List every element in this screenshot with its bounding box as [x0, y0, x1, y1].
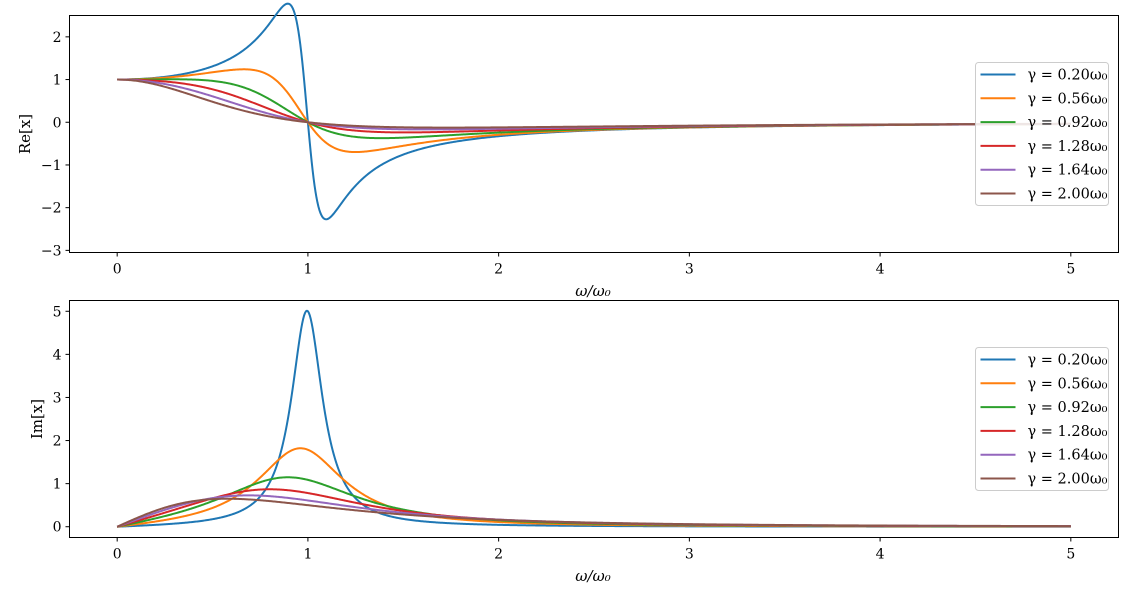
re-x-ytick-label: 0 — [53, 115, 62, 131]
re-x-ytick-label: −2 — [41, 201, 62, 217]
im-x-ytick-label: 5 — [53, 304, 62, 320]
im-x-xtick-label: 4 — [876, 547, 885, 563]
im-x-legend-label-3: γ = 0.92ω₀ — [1028, 400, 1108, 416]
re-x-legend: γ = 0.20ω₀ γ = 0.56ω₀ γ = 0.92ω₀ γ = 1.28ω₀… — [975, 62, 1109, 206]
re-x-legend-label-2: γ = 0.56ω₀ — [1028, 91, 1108, 107]
re-x-legend-label-3: γ = 0.92ω₀ — [1028, 115, 1108, 131]
re-x-series-lines — [117, 2, 1071, 221]
im-x-series-line-2 — [117, 447, 1071, 528]
re-x-series-line-6 — [117, 78, 1071, 129]
im-x-legend-label-1: γ = 0.20ω₀ — [1028, 353, 1108, 369]
re-x-legend-label-6: γ = 2.00ω₀ — [1028, 187, 1108, 203]
re-x-yticks: 2 1 0 −1 −2 −3 — [41, 30, 70, 259]
im-x-ytick-label: 3 — [53, 390, 62, 406]
im-x-ytick-label: 1 — [53, 477, 62, 493]
im-x-legend-label-2: γ = 0.56ω₀ — [1028, 376, 1108, 392]
im-x-series-line-1 — [117, 309, 1071, 528]
im-x-series-lines — [116, 309, 1071, 528]
im-x-xticks: 0 1 2 3 4 5 — [113, 537, 1075, 563]
im-x-ytick-label: 0 — [53, 520, 62, 536]
re-x-xticks: 0 1 2 3 4 5 — [113, 252, 1075, 278]
re-x-xtick-label: 5 — [1066, 262, 1075, 278]
re-x-ytick-label: −1 — [41, 158, 62, 174]
im-x-legend: γ = 0.20ω₀ γ = 0.56ω₀ γ = 0.92ω₀ γ = 1.28ω₀… — [975, 347, 1109, 491]
re-x-xtick-label: 3 — [685, 262, 694, 278]
im-x-legend-label-5: γ = 1.64ω₀ — [1028, 448, 1108, 464]
re-x-xtick-label: 4 — [876, 262, 885, 278]
im-x-xtick-label: 0 — [113, 547, 122, 563]
re-x-ytick-label: −3 — [41, 243, 62, 259]
im-x-xtick-label: 3 — [685, 547, 694, 563]
im-x-legend-box — [975, 347, 1109, 491]
re-x-ytick-label: 1 — [53, 73, 62, 89]
im-x-xlabel: ω/ω₀ — [575, 567, 611, 585]
re-x-legend-label-4: γ = 1.28ω₀ — [1028, 139, 1108, 155]
re-x-xtick-label: 2 — [494, 262, 503, 278]
re-x-xtick-label: 0 — [113, 262, 122, 278]
re-x-legend-label-5: γ = 1.64ω₀ — [1028, 163, 1108, 179]
im-x-xtick-label: 1 — [303, 547, 312, 563]
im-x-series-line-6 — [116, 497, 1071, 528]
im-x-ytick-label: 4 — [53, 347, 62, 363]
re-x-xtick-label: 1 — [303, 262, 312, 278]
re-x-legend-label-1: γ = 0.20ω₀ — [1028, 68, 1108, 84]
im-x-ytick-label: 2 — [53, 434, 62, 450]
re-x-legend-box — [975, 62, 1109, 206]
im-x-ylabel: Im[x] — [28, 399, 46, 439]
re-x-ylabel: Re[x] — [16, 114, 34, 154]
re-x-axes-frame — [69, 15, 1119, 253]
im-x-axes-frame — [69, 300, 1119, 538]
re-x-series-line-3 — [117, 78, 1071, 140]
im-x-xtick-label: 5 — [1066, 547, 1075, 563]
im-x-legend-label-4: γ = 1.28ω₀ — [1028, 424, 1108, 440]
re-x-ytick-label: 2 — [53, 30, 62, 46]
im-x-yticks: 5 4 3 2 1 0 — [53, 304, 70, 536]
im-x-series-line-3 — [116, 476, 1071, 528]
im-x-xtick-label: 2 — [494, 547, 503, 563]
re-x-xlabel: ω/ω₀ — [575, 282, 611, 300]
im-x-legend-label-6: γ = 2.00ω₀ — [1028, 472, 1108, 488]
